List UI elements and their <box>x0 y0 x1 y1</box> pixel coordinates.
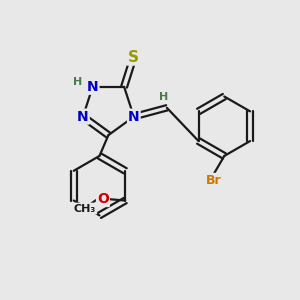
Text: H: H <box>73 77 82 87</box>
Text: S: S <box>128 50 139 64</box>
Text: H: H <box>159 92 169 101</box>
Text: O: O <box>97 192 109 206</box>
Text: CH₃: CH₃ <box>74 204 96 214</box>
Text: N: N <box>77 110 89 124</box>
Text: Br: Br <box>206 174 222 187</box>
Text: N: N <box>128 110 140 124</box>
Text: N: N <box>87 80 98 94</box>
